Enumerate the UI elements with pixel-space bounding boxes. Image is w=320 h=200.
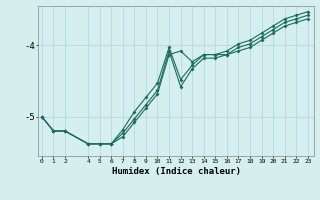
X-axis label: Humidex (Indice chaleur): Humidex (Indice chaleur) <box>111 167 241 176</box>
